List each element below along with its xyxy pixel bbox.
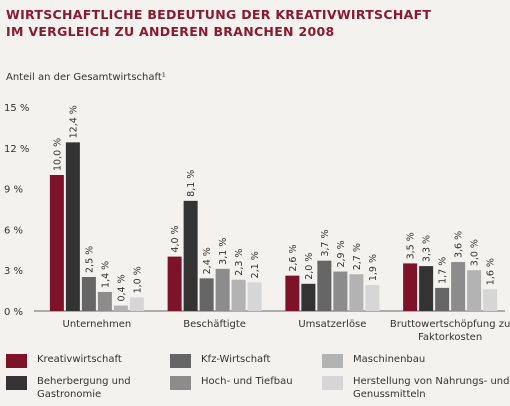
bar — [467, 270, 482, 311]
data-label: 2,7 % — [352, 243, 363, 270]
data-label: 2,0 % — [304, 253, 315, 280]
bar — [215, 268, 230, 311]
bar — [65, 142, 80, 311]
data-label: 1,0 % — [132, 266, 143, 293]
y-tick-label: 12 % — [4, 144, 29, 155]
bar — [49, 175, 64, 311]
data-label: 12,4 % — [68, 105, 79, 138]
bar — [231, 279, 246, 311]
category-label: Umsatzerlöse — [298, 319, 366, 330]
y-tick-label: 3 % — [4, 266, 23, 277]
y-tick-label: 15 % — [4, 103, 29, 114]
data-label: 1,9 % — [368, 254, 379, 281]
bar — [183, 200, 198, 311]
bar — [317, 260, 332, 311]
data-label: 2,4 % — [202, 247, 213, 274]
data-label: 3,0 % — [470, 239, 481, 266]
chart-title-line-2: IM VERGLEICH ZU ANDEREN BRANCHEN 2008 — [6, 24, 335, 39]
bar — [349, 274, 364, 311]
data-label: 1,4 % — [100, 261, 111, 288]
data-label: 0,4 % — [116, 274, 127, 301]
data-label: 2,3 % — [234, 249, 245, 276]
data-label: 8,1 % — [186, 170, 197, 197]
data-label: 2,6 % — [288, 244, 299, 271]
bar — [301, 283, 316, 311]
data-label: 1,7 % — [438, 257, 449, 284]
bar — [435, 287, 450, 311]
y-tick-label: 6 % — [4, 225, 23, 236]
category-label: Beschäftigte — [183, 319, 246, 330]
bar — [285, 275, 300, 311]
category-label: Bruttowertschöpfung zu Faktorkosten — [390, 319, 510, 343]
bar — [199, 278, 214, 311]
bar — [403, 263, 418, 311]
data-label: 10,0 % — [52, 138, 63, 171]
bar — [419, 266, 434, 311]
y-axis-label: Anteil an der Gesamtwirtschaft¹ — [6, 72, 166, 83]
y-tick-label: 9 % — [4, 185, 23, 196]
data-label: 3,7 % — [320, 230, 331, 257]
bar — [451, 262, 466, 311]
data-label: 2,1 % — [250, 251, 261, 278]
chart-title: WIRTSCHAFTLICHE BEDEUTUNG DER KREATIVWIR… — [6, 6, 431, 40]
bar — [365, 285, 380, 311]
data-label: 1,6 % — [486, 258, 497, 285]
data-label: 2,9 % — [336, 240, 347, 267]
data-label: 3,5 % — [406, 232, 417, 259]
data-label: 3,1 % — [218, 238, 229, 265]
data-label: 3,6 % — [454, 231, 465, 258]
data-label: 3,3 % — [422, 235, 433, 262]
bar — [167, 256, 182, 311]
bar — [113, 305, 128, 311]
bar — [247, 282, 262, 311]
category-label: Unternehmen — [63, 319, 132, 330]
y-tick-label: 0 % — [4, 307, 23, 318]
chart-title-line-1: WIRTSCHAFTLICHE BEDEUTUNG DER KREATIVWIR… — [6, 7, 432, 22]
bar — [333, 271, 348, 311]
bar — [483, 289, 498, 311]
bar — [81, 277, 96, 311]
data-label: 4,0 % — [170, 225, 181, 252]
bar — [97, 291, 112, 311]
bar — [129, 297, 144, 311]
data-label: 2,5 % — [84, 246, 95, 273]
